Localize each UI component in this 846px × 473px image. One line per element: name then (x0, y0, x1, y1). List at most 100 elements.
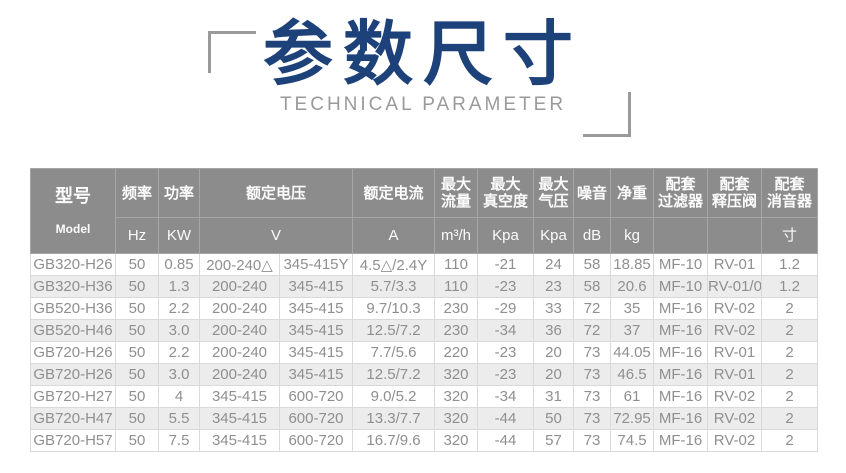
unit-power: KW (158, 217, 200, 254)
table-cell: -34 (477, 319, 535, 342)
table-cell: 46.5 (610, 363, 655, 386)
table-cell: 345-415 (278, 275, 354, 298)
table-cell: MF-16 (653, 407, 709, 430)
table-cell: 345-415 (278, 319, 354, 342)
table-cell: RV-01/02 (707, 275, 763, 298)
table-cell: 200-240△ (199, 253, 280, 276)
table-cell: 7.5 (158, 429, 200, 452)
column-header-matching-relief-valve: 配套 释压阀 (707, 167, 763, 219)
table-cell: GB320-H36 (30, 275, 116, 298)
table-cell: 5.5 (158, 407, 200, 430)
corner-bracket-top-left-icon (208, 31, 256, 73)
table-cell: GB720-H47 (30, 407, 116, 430)
corner-bracket-bottom-right-icon (583, 92, 631, 137)
table-cell: RV-02 (707, 407, 763, 430)
column-header-frequency: 频率 (115, 167, 159, 219)
table-cell: 345-415Y (278, 253, 354, 276)
table-cell: 320 (434, 363, 479, 386)
table-cell: -23 (477, 341, 535, 364)
table-cell: 200-240 (199, 319, 280, 342)
table-cell: 110 (434, 253, 479, 276)
table-cell: -29 (477, 297, 535, 320)
table-cell: 50 (115, 429, 159, 452)
table-cell: 220 (434, 341, 479, 364)
table-cell: 200-240 (199, 341, 280, 364)
table-cell: 345-415 (199, 429, 280, 452)
unit-frequency: Hz (115, 217, 159, 254)
table-cell: 5.7/3.3 (352, 275, 436, 298)
table-cell: 2 (761, 385, 819, 408)
table-cell: 2.2 (158, 341, 200, 364)
column-header-matching-muffler: 配套 消音器 (761, 167, 819, 219)
table-cell: 110 (434, 275, 479, 298)
table-cell: GB520-H46 (30, 319, 116, 342)
table-cell: RV-01 (707, 363, 763, 386)
table-cell: MF-16 (653, 341, 709, 364)
table-cell: 345-415 (278, 363, 354, 386)
table-cell: 57 (533, 429, 575, 452)
table-cell: 9.0/5.2 (352, 385, 436, 408)
table-cell: 33 (533, 297, 575, 320)
table-cell: 24 (533, 253, 575, 276)
table-cell: 2 (761, 429, 819, 452)
table-cell: 73 (573, 429, 612, 452)
unit-rated-voltage: V (198, 217, 354, 254)
unit-max-flow: m³/h (434, 217, 479, 254)
table-cell: 4.5△/2.4Y (352, 253, 436, 276)
table-cell: 9.7/10.3 (352, 297, 436, 320)
table-cell: 3.0 (158, 363, 200, 386)
table-row: GB720-H57 50 7.5 345-415 600-720 16.7/9.6 320-… (30, 429, 819, 452)
table-cell: 600-720 (278, 429, 354, 452)
unit-matching-muffler: 寸 (761, 217, 819, 254)
table-cell: -44 (477, 407, 535, 430)
table-cell: 13.3/7.7 (352, 407, 436, 430)
column-header-noise: 噪音 (573, 167, 612, 219)
table-cell: 600-720 (278, 407, 354, 430)
table-row: GB720-H26 50 3.0 200-240 345-415 12.5/7.2 320-… (30, 363, 819, 386)
column-header-model: 型号 Model (30, 168, 116, 254)
table-row: GB720-H26 50 2.2 200-240 345-415 7.7/5.6 220 -2… (30, 341, 819, 364)
table-cell: 50 (115, 341, 159, 364)
table-row: GB720-H27 50 4 345-415 600-720 9.0/5.2 320 -34 3… (30, 385, 819, 408)
table-cell: -44 (477, 429, 535, 452)
table-cell: RV-01 (707, 253, 763, 276)
table-cell: 73 (573, 385, 612, 408)
table-header: 型号 Model 频率 功率 额定电压 额定电流 最大 流量 最大 真空度 最大… (30, 167, 819, 254)
table-row: GB520-H46 50 3.0 200-240 345-415 12.5/7.2 230-… (30, 319, 819, 342)
table-cell: 18.85 (610, 253, 655, 276)
unit-noise: dB (573, 217, 612, 254)
table-cell: 23 (533, 275, 575, 298)
table-cell: 320 (434, 429, 479, 452)
table-cell: 50 (115, 275, 159, 298)
table-cell: 2 (761, 407, 819, 430)
table-cell: 2 (761, 363, 819, 386)
column-header-net-weight: 净重 (610, 167, 655, 219)
table-cell: 345-415 (199, 385, 280, 408)
table-cell: 37 (610, 319, 655, 342)
column-header-model-cn: 型号 (55, 186, 91, 206)
table-cell: 35 (610, 297, 655, 320)
table-cell: 50 (115, 319, 159, 342)
table-cell: 44.05 (610, 341, 655, 364)
table-cell: 200-240 (199, 275, 280, 298)
table-cell: 50 (115, 297, 159, 320)
table-cell: 73 (573, 407, 612, 430)
table-row: GB320-H36 50 1.3 200-240 345-415 5.7/3.3 110 -2… (30, 275, 819, 298)
table-cell: GB520-H36 (30, 297, 116, 320)
table-cell: -34 (477, 385, 535, 408)
table-cell: RV-02 (707, 319, 763, 342)
table-cell: 58 (573, 253, 612, 276)
column-header-max-vacuum: 最大 真空度 (477, 167, 535, 219)
column-header-max-flow: 最大 流量 (434, 167, 479, 219)
table-cell: 1.2 (761, 275, 819, 298)
column-header-matching-filter: 配套 过滤器 (653, 167, 709, 219)
title-block: 参数尺寸 TECHNICAL PARAMETER (0, 0, 846, 168)
table-row: GB520-H36 50 2.2 200-240 345-415 9.7/10.3 230-… (30, 297, 819, 320)
table-cell: MF-16 (653, 429, 709, 452)
column-header-max-pressure: 最大 气压 (533, 167, 575, 219)
table-cell: GB720-H26 (30, 363, 116, 386)
table-cell: -23 (477, 275, 535, 298)
table-cell: 2 (761, 341, 819, 364)
table-cell: 2 (761, 319, 819, 342)
